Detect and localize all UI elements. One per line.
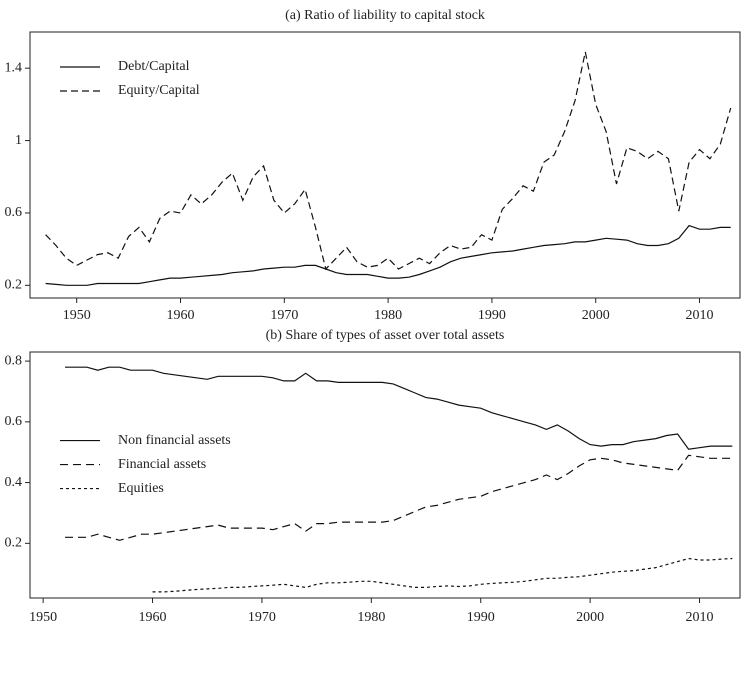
x-tick-label: 1990: [467, 610, 495, 625]
x-tick-label: 1960: [139, 610, 167, 625]
x-tick-label: 1980: [357, 610, 385, 625]
x-tick-label: 1970: [270, 308, 298, 323]
x-tick-label: 1950: [29, 610, 57, 625]
panel-title: (b) Share of types of asset over total a…: [266, 328, 505, 343]
y-tick-label: 0.4: [5, 475, 23, 490]
y-tick-label: 0.2: [5, 536, 23, 551]
x-tick-label: 1970: [248, 610, 276, 625]
series-line: [152, 557, 733, 593]
x-tick-label: 1950: [63, 308, 91, 323]
panel-title: (a) Ratio of liability to capital stock: [285, 8, 485, 23]
plot-frame: [29, 31, 741, 299]
legend-label: Debt/Capital: [118, 59, 190, 74]
x-tick-label: 2000: [576, 610, 604, 625]
x-tick-label: 1980: [374, 308, 402, 323]
series-line: [65, 454, 733, 541]
legend-label: Non financial assets: [118, 433, 231, 448]
plot-frame: [29, 351, 741, 599]
y-tick-label: 0.2: [5, 278, 23, 293]
y-tick-label: 0.6: [5, 414, 23, 429]
series-line: [65, 366, 733, 450]
x-tick-label: 2010: [686, 308, 714, 323]
series-line: [45, 224, 731, 286]
y-tick-label: 1: [15, 133, 22, 148]
y-tick-label: 0.6: [5, 205, 23, 220]
legend-label: Equities: [118, 481, 164, 496]
x-tick-label: 1990: [478, 308, 506, 323]
y-tick-label: 0.8: [5, 353, 23, 368]
x-tick-label: 2000: [582, 308, 610, 323]
legend-label: Equity/Capital: [118, 83, 200, 98]
series-line: [45, 51, 732, 271]
x-tick-label: 1960: [167, 308, 195, 323]
x-tick-label: 2010: [686, 610, 714, 625]
legend-label: Financial assets: [118, 457, 206, 472]
y-tick-label: 1.4: [5, 60, 23, 75]
